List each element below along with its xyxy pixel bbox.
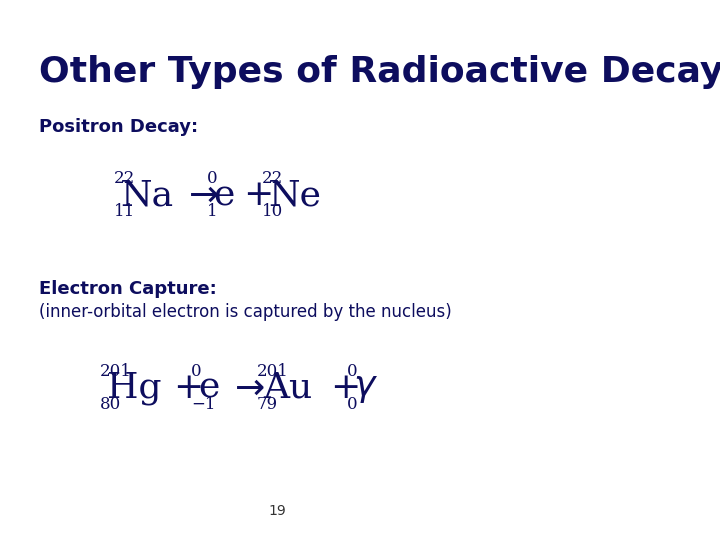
Text: +: + (243, 178, 273, 212)
Text: 0: 0 (347, 396, 357, 413)
Text: −1: −1 (191, 396, 215, 413)
Text: Electron Capture:: Electron Capture: (39, 280, 216, 298)
Text: e: e (198, 371, 219, 405)
Text: 22: 22 (114, 170, 135, 187)
Text: $\gamma$: $\gamma$ (354, 371, 379, 405)
Text: Other Types of Radioactive Decay: Other Types of Radioactive Decay (39, 55, 720, 89)
Text: $\rightarrow$: $\rightarrow$ (181, 178, 219, 212)
Text: +: + (330, 371, 360, 405)
Text: Hg: Hg (107, 371, 161, 405)
Text: 201: 201 (100, 363, 132, 380)
Text: +: + (174, 371, 204, 405)
Text: 79: 79 (256, 396, 278, 413)
Text: $\rightarrow$: $\rightarrow$ (228, 371, 265, 405)
Text: (inner-orbital electron is captured by the nucleus): (inner-orbital electron is captured by t… (39, 303, 451, 321)
Text: e: e (213, 178, 235, 212)
Text: 11: 11 (114, 204, 135, 220)
Text: Positron Decay:: Positron Decay: (39, 118, 198, 136)
Text: 0: 0 (207, 170, 217, 187)
Text: Ne: Ne (269, 178, 322, 212)
Text: 0: 0 (191, 363, 202, 380)
Text: 201: 201 (256, 363, 289, 380)
Text: 19: 19 (269, 504, 287, 518)
Text: 80: 80 (100, 396, 122, 413)
Text: Au: Au (264, 371, 312, 405)
Text: 0: 0 (347, 363, 357, 380)
Text: Na: Na (121, 178, 174, 212)
Text: 10: 10 (262, 204, 283, 220)
Text: 22: 22 (262, 170, 283, 187)
Text: 1: 1 (207, 204, 217, 220)
